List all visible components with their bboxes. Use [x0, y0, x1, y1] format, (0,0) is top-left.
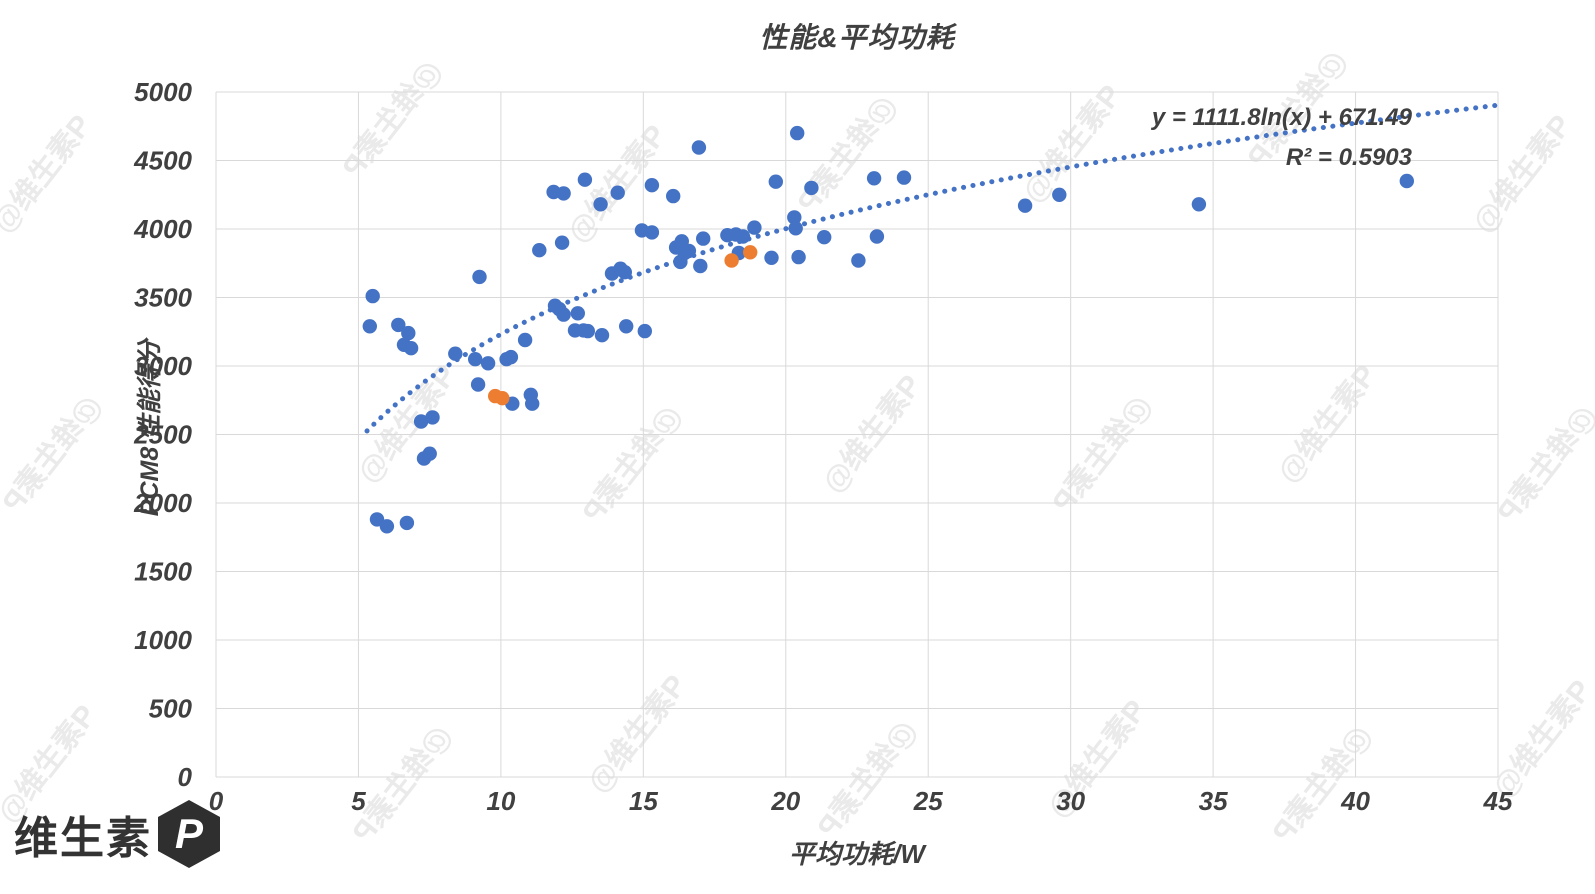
x-tick-label: 5	[351, 786, 366, 816]
data-point-orange-series	[724, 253, 739, 268]
data-point-blue-series	[448, 346, 463, 361]
data-point-blue-series	[764, 250, 779, 265]
data-point-blue-series	[503, 349, 519, 365]
x-tick-label: 15	[629, 786, 658, 816]
x-axis-title: 平均功耗/W	[789, 839, 925, 869]
data-point-orange-series	[495, 391, 510, 406]
y-tick-label: 0	[178, 762, 193, 792]
data-point-blue-series	[532, 243, 547, 258]
y-tick-label: 2500	[133, 420, 192, 450]
data-point-blue-series	[399, 515, 415, 531]
data-point-blue-series	[422, 446, 437, 461]
data-point-blue-series	[365, 288, 380, 304]
data-point-blue-series	[644, 178, 660, 193]
data-point-blue-series	[790, 125, 805, 141]
data-point-blue-series	[768, 174, 783, 189]
data-point-blue-series	[619, 319, 634, 334]
data-point-blue-series	[401, 325, 416, 341]
data-point-blue-series	[637, 323, 652, 339]
data-point-blue-series	[580, 323, 595, 339]
data-point-blue-series	[403, 341, 419, 356]
equation-line: y = 1111.8ln(x) + 671.49	[1151, 104, 1412, 131]
data-point-blue-series	[593, 197, 608, 212]
data-point-blue-series	[525, 396, 540, 411]
data-point-blue-series	[556, 186, 571, 201]
data-point-blue-series	[735, 229, 751, 244]
data-point-blue-series	[644, 225, 660, 240]
y-tick-label: 1500	[134, 557, 192, 587]
data-point-blue-series	[747, 220, 762, 235]
x-tick-label: 30	[1056, 786, 1085, 816]
data-point-blue-series	[696, 231, 711, 246]
y-tick-label: 4500	[133, 146, 192, 176]
data-point-blue-series	[693, 258, 708, 274]
data-point-blue-series	[866, 171, 882, 186]
data-point-blue-series	[691, 140, 707, 155]
data-point-blue-series	[570, 306, 585, 321]
data-point-blue-series	[472, 269, 487, 285]
data-point-blue-series	[554, 235, 570, 250]
data-point-blue-series	[1017, 198, 1033, 213]
x-tick-label: 0	[209, 786, 224, 816]
data-point-blue-series	[896, 170, 912, 185]
data-point-blue-series	[666, 188, 681, 204]
r-squared-line: R² = 0.5903	[1285, 144, 1412, 171]
brand-logo: 维生素 P	[14, 800, 220, 868]
brand-logo-badge: P	[158, 800, 220, 868]
data-point-blue-series	[851, 253, 866, 268]
x-tick-label: 35	[1199, 786, 1228, 816]
data-point-blue-series	[804, 180, 819, 196]
data-point-blue-series	[413, 414, 429, 429]
data-point-blue-series	[556, 307, 571, 322]
y-tick-label: 5000	[134, 77, 192, 107]
y-tick-label: 4000	[133, 214, 192, 244]
data-point-blue-series	[379, 519, 395, 534]
data-point-blue-series	[470, 377, 486, 392]
x-tick-label: 45	[1483, 786, 1513, 816]
y-tick-label: 500	[149, 694, 193, 724]
x-tick-label: 40	[1340, 786, 1370, 816]
x-tick-label: 20	[770, 786, 800, 816]
data-point-blue-series	[577, 172, 593, 187]
x-tick-label: 10	[486, 786, 515, 816]
data-point-blue-series	[1399, 173, 1415, 189]
data-point-blue-series	[610, 185, 625, 200]
y-tick-label: 3500	[134, 283, 192, 313]
data-point-blue-series	[617, 265, 632, 280]
brand-logo-letter: P	[174, 810, 203, 857]
data-point-blue-series	[362, 319, 377, 334]
y-tick-label: 1000	[134, 625, 192, 655]
y-tick-label: 3000	[134, 351, 192, 381]
data-point-blue-series	[517, 332, 533, 348]
brand-logo-text: 维生素	[14, 814, 152, 863]
data-point-blue-series	[480, 356, 496, 371]
data-point-orange-series	[743, 245, 758, 260]
data-point-blue-series	[594, 328, 610, 343]
data-point-blue-series	[869, 229, 885, 244]
data-point-blue-series	[425, 410, 440, 425]
data-point-blue-series	[787, 210, 802, 225]
data-point-blue-series	[788, 221, 803, 236]
y-tick-label: 2000	[133, 488, 192, 518]
data-point-blue-series	[468, 352, 483, 367]
data-point-blue-series	[1052, 187, 1067, 202]
chart-title: 性能&平均功耗	[759, 22, 955, 53]
data-point-blue-series	[391, 317, 406, 333]
data-point-blue-series	[817, 230, 832, 245]
data-point-blue-series	[681, 243, 697, 259]
trendline-equation: y = 1111.8ln(x) + 671.49 R² = 0.5903	[1152, 98, 1412, 178]
y-axis-title: PCM8 性能得分	[136, 339, 165, 517]
data-point-blue-series	[791, 249, 806, 265]
data-point-blue-series	[1191, 197, 1207, 212]
x-tick-label: 25	[913, 786, 943, 816]
